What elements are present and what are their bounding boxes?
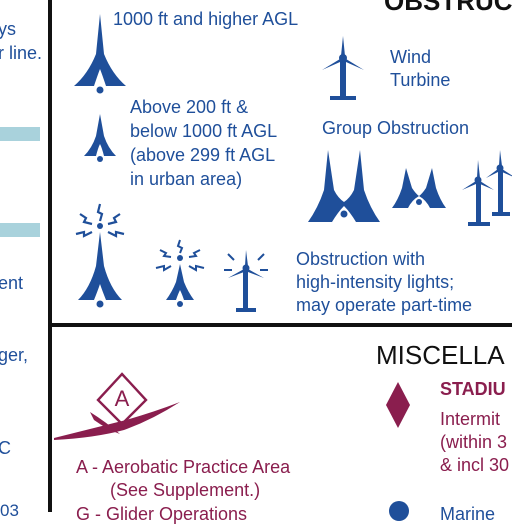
left-fragment-ger: ger, [0,345,29,365]
group-wind-turbine-icon [462,150,512,226]
marine-dot-icon [389,501,409,521]
left-fragment-c: C [0,438,11,458]
aerobatic-glyph: A [115,386,130,411]
tall-obstruction-label: 1000 ft and higher AGL [113,9,299,29]
wind-turbine-icon [322,36,364,100]
stadium-line-2: (within 3 [440,432,508,452]
left-color-band-2 [0,223,40,237]
group-obstruction-label: Group Obstruction [322,118,470,138]
vertical-divider [48,0,52,512]
group-obstruction-icon-short [392,168,446,208]
lighted-obstruction-icon-mid [155,239,205,307]
obstruction-label-3: (above 299 ft AGL [130,145,276,165]
aerobatic-label-2: (See Supplement.) [110,480,261,500]
tall-obstruction-icon [74,14,126,94]
aerobatic-label-1: A - Aerobatic Practice Area [76,457,291,477]
obstruction-icon [84,114,116,162]
obstruction-label-4: in urban area) [130,169,243,189]
lighted-wind-turbine-icon [224,250,268,312]
aerobatic-practice-area-icon: A [54,372,180,440]
left-color-band-1 [0,127,40,141]
obstruction-heading: OBSTRUC [384,0,512,16]
lighted-obstruction-label-2: high-intensity lights; [296,272,455,292]
glider-operations-fragment: G - Glider Operations [76,504,248,524]
lighted-obstruction-label-3: may operate part-time [296,295,473,315]
stadium-diamond-icon [386,382,410,428]
marine-fragment: Marine [440,504,496,524]
wind-turbine-label-1: Wind [390,47,432,67]
stadium-label: STADIU [440,379,506,399]
lighted-obstruction-label-1: Obstruction with [296,249,426,269]
lighted-obstruction-icon-tall [75,203,125,308]
left-fragment-03: 03 [0,501,19,520]
left-fragment-ys: ys [0,19,16,39]
stadium-line-3: & incl 30 [440,455,510,475]
obstruction-label-2: below 1000 ft AGL [130,121,278,141]
left-fragment-ent: ent [0,273,24,293]
stadium-line-1: Intermit [440,409,501,429]
miscellaneous-heading: MISCELLA [376,340,505,370]
obstruction-label-1: Above 200 ft & [130,97,249,117]
group-obstruction-icon-tall [308,150,380,222]
wind-turbine-label-2: Turbine [390,70,451,90]
left-fragment-line: r line. [0,43,43,63]
horizontal-divider [48,323,512,327]
